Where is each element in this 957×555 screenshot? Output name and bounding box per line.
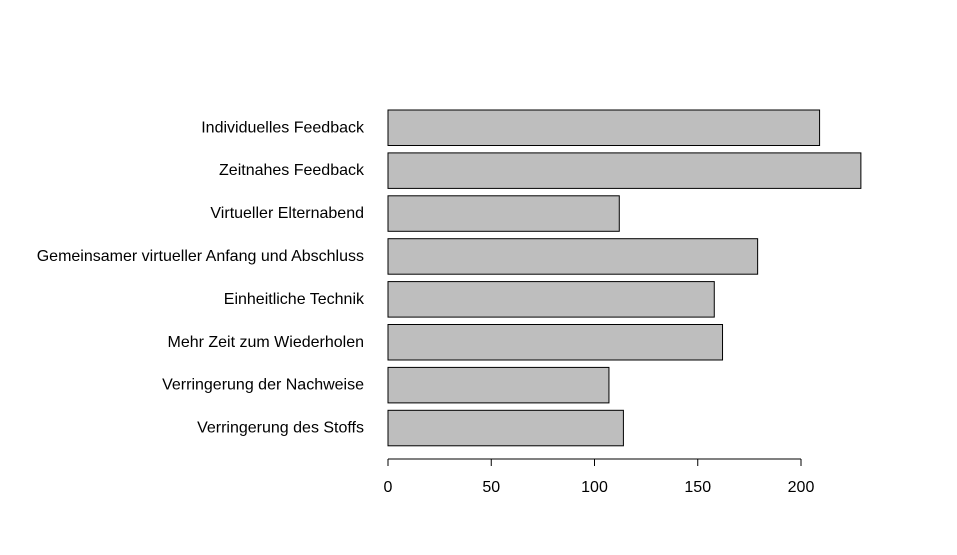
category-label-6: Verringerung der Nachweise <box>162 377 364 394</box>
category-label-7: Verringerung des Stoffs <box>197 420 364 437</box>
x-tick-label-4: 200 <box>788 479 815 496</box>
bar-5 <box>387 324 724 361</box>
category-label-2: Virtueller Elternabend <box>210 205 364 222</box>
x-axis: 0 50 100 150 200 <box>384 458 815 496</box>
x-tick-label-2: 100 <box>581 479 608 496</box>
bar-2 <box>387 195 620 232</box>
bar-1 <box>387 152 862 189</box>
category-label-5: Mehr Zeit zum Wiederholen <box>167 334 364 351</box>
x-tick-label-1: 50 <box>482 479 500 496</box>
bar-4 <box>387 281 715 318</box>
bars-group <box>387 109 862 447</box>
x-tick-label-3: 150 <box>684 479 711 496</box>
bar-7 <box>387 409 624 447</box>
category-label-1: Zeitnahes Feedback <box>219 162 365 179</box>
bar-6 <box>387 366 610 404</box>
category-label-3: Gemeinsamer virtueller Anfang und Abschl… <box>37 248 364 265</box>
bar-3 <box>387 238 759 275</box>
category-labels-group: Individuelles Feedback Zeitnahes Feedback… <box>37 119 365 436</box>
bar-0 <box>387 109 821 146</box>
category-label-4: Einheitliche Technik <box>224 291 365 308</box>
category-label-0: Individuelles Feedback <box>201 119 365 136</box>
x-ticks-group: 0 50 100 150 200 <box>384 459 815 496</box>
x-tick-label-0: 0 <box>384 479 393 496</box>
